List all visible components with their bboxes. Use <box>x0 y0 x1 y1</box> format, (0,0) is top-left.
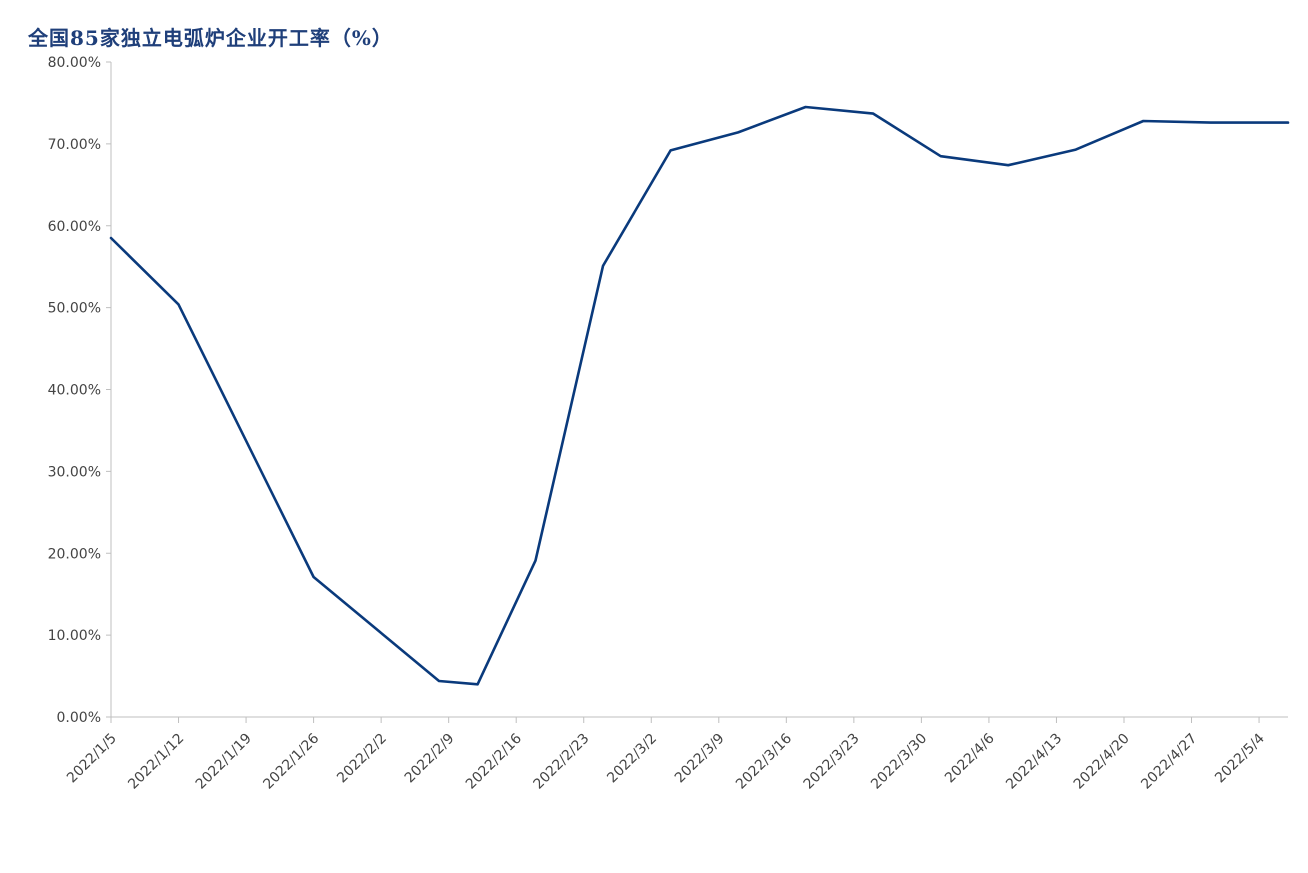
x-tick-label: 2022/1/19 <box>193 731 255 793</box>
x-tick-label: 2022/3/30 <box>868 731 930 793</box>
y-tick-label: 40.00% <box>48 383 101 399</box>
x-tick-label: 2022/1/26 <box>260 730 322 792</box>
x-tick-label: 2022/4/13 <box>1003 731 1065 793</box>
x-tick-label: 2022/3/23 <box>801 731 863 793</box>
y-tick-label: 0.00% <box>57 710 101 726</box>
y-tick-label: 50.00% <box>48 301 101 317</box>
x-tick-label: 2022/3/16 <box>733 730 795 792</box>
x-tick-label: 2022/2/9 <box>402 731 458 787</box>
x-tick-label: 2022/1/5 <box>64 731 120 787</box>
chart-title: 全国85家独立电弧炉企业开工率（%） <box>28 26 393 50</box>
y-tick-label: 10.00% <box>48 628 101 644</box>
x-tick-label: 2022/1/12 <box>125 731 187 793</box>
x-tick-label: 2022/3/2 <box>604 731 660 787</box>
series-line <box>109 105 1290 686</box>
x-tick-label: 2022/4/6 <box>942 730 998 786</box>
y-tick-label: 80.00% <box>48 55 101 71</box>
y-tick-label: 20.00% <box>48 546 101 562</box>
x-tick-label: 2022/4/20 <box>1071 731 1133 793</box>
y-tick-label: 70.00% <box>48 137 101 153</box>
x-tick-label: 2022/3/9 <box>672 731 728 787</box>
y-tick-label: 30.00% <box>48 464 101 480</box>
x-tick-label: 2022/2/16 <box>463 730 525 792</box>
x-tick-label: 2022/4/27 <box>1138 731 1200 793</box>
x-tick-label: 2022/5/4 <box>1212 730 1268 786</box>
x-tick-label: 2022/2/2 <box>334 731 390 787</box>
x-tick-label: 2022/2/23 <box>530 731 592 793</box>
y-tick-label: 60.00% <box>48 219 101 235</box>
